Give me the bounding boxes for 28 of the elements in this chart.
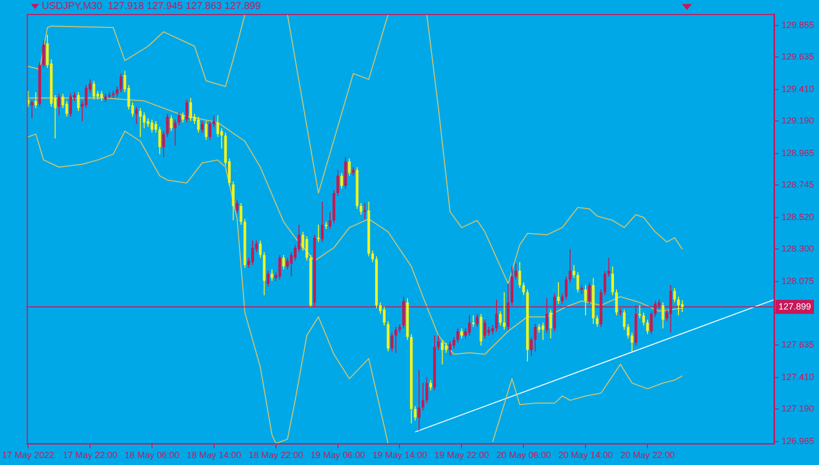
x-tick-label: 19 May 22:00 <box>434 450 489 460</box>
x-tick-label: 17 May 22:00 <box>62 450 118 460</box>
y-tick-label: 128.075 <box>781 276 814 286</box>
x-tick-label: 18 May 14:00 <box>186 450 242 460</box>
x-tick-label: 19 May 06:00 <box>310 450 366 460</box>
x-tick-label: 17 May 2022 <box>2 450 54 460</box>
x-tick-label: 19 May 14:00 <box>372 450 427 460</box>
x-tick-label: 18 May 06:00 <box>124 450 180 460</box>
y-tick-label: 127.190 <box>781 403 814 414</box>
ref-line-label: 127.899 <box>778 301 812 312</box>
y-tick-label: 128.965 <box>781 148 814 158</box>
y-tick-label: 128.745 <box>781 180 814 190</box>
y-tick-label: 128.300 <box>781 244 814 254</box>
y-tick-label: 129.410 <box>781 84 814 94</box>
y-tick-label: 129.855 <box>781 20 814 30</box>
y-tick-label: 126.965 <box>781 436 814 446</box>
chart-title: USDJPY,M30 127.918 127.945 127.863 127.899 <box>42 1 261 12</box>
x-tick-label: 20 May 06:00 <box>496 450 551 460</box>
x-tick-label: 18 May 22:00 <box>248 450 304 460</box>
y-tick-label: 127.410 <box>781 372 814 382</box>
x-tick-label: 20 May 14:00 <box>558 450 613 460</box>
x-tick-label: 20 May 22:00 <box>620 450 675 460</box>
y-tick-label: 127.635 <box>781 339 814 350</box>
candlestick <box>317 224 320 242</box>
y-tick-label: 129.190 <box>781 116 814 126</box>
candlestick <box>364 203 366 219</box>
y-tick-label: 128.520 <box>781 212 814 222</box>
y-tick-label: 129.635 <box>781 52 814 62</box>
